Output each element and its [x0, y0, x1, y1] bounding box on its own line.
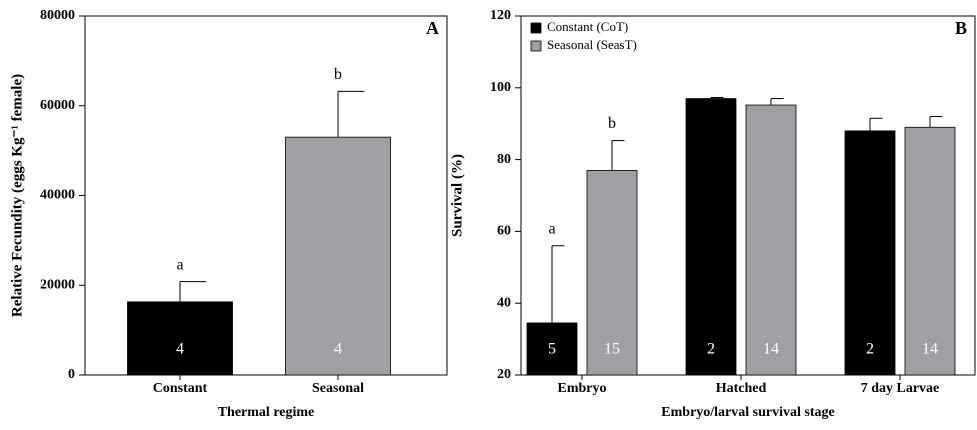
significance-letter: a [548, 220, 555, 237]
y-tick-label: 20000 [40, 277, 75, 292]
significance-letter: a [176, 256, 183, 273]
sample-size: 4 [334, 341, 342, 358]
significance-letter: b [608, 115, 616, 132]
sample-size: 14 [763, 341, 779, 358]
y-tick-label: 0 [68, 367, 75, 382]
x-tick-label: Hatched [716, 381, 767, 396]
x-tick-label: Constant [153, 381, 208, 396]
y-tick-label: 80000 [40, 8, 75, 23]
y-tick-label: 40 [497, 295, 511, 310]
y-tick-label: 60000 [40, 98, 75, 113]
y-tick-label: 120 [490, 8, 511, 23]
y-axis-label: Relative Fecundity (eggs Kg⁻¹ female) [9, 74, 25, 317]
bar [127, 301, 233, 376]
sample-size: 2 [707, 341, 715, 358]
panel-label: A [426, 18, 439, 38]
sample-size: 15 [604, 341, 620, 358]
y-axis-label: Survival (%) [449, 154, 465, 237]
legend-label: Constant (CoT) [547, 19, 628, 34]
y-tick-label: 20 [497, 367, 511, 382]
bar [685, 98, 737, 376]
sample-size: 5 [548, 341, 556, 358]
y-tick-label: 40000 [40, 188, 75, 203]
bar [526, 322, 578, 376]
legend-label: Seasonal (SeasT) [547, 37, 637, 52]
x-tick-label: Seasonal [312, 381, 364, 396]
y-tick-label: 60 [497, 224, 511, 239]
sample-size: 2 [866, 341, 874, 358]
bar [844, 130, 896, 376]
bar [285, 136, 391, 376]
x-axis-label: Embryo/larval survival stage [661, 405, 834, 420]
x-tick-label: 7 day Larvae [861, 381, 940, 396]
x-axis-label: Thermal regime [218, 405, 315, 420]
bar [904, 126, 956, 376]
x-tick-label: Embryo [558, 381, 607, 396]
bar [586, 169, 638, 376]
y-tick-label: 100 [490, 80, 511, 95]
bar [745, 104, 797, 376]
legend-swatch [530, 40, 542, 52]
sample-size: 4 [176, 341, 184, 358]
y-tick-label: 80 [497, 152, 511, 167]
panel-label: B [955, 18, 967, 38]
sample-size: 14 [922, 341, 938, 358]
legend-swatch [530, 22, 542, 34]
significance-letter: b [334, 66, 342, 83]
